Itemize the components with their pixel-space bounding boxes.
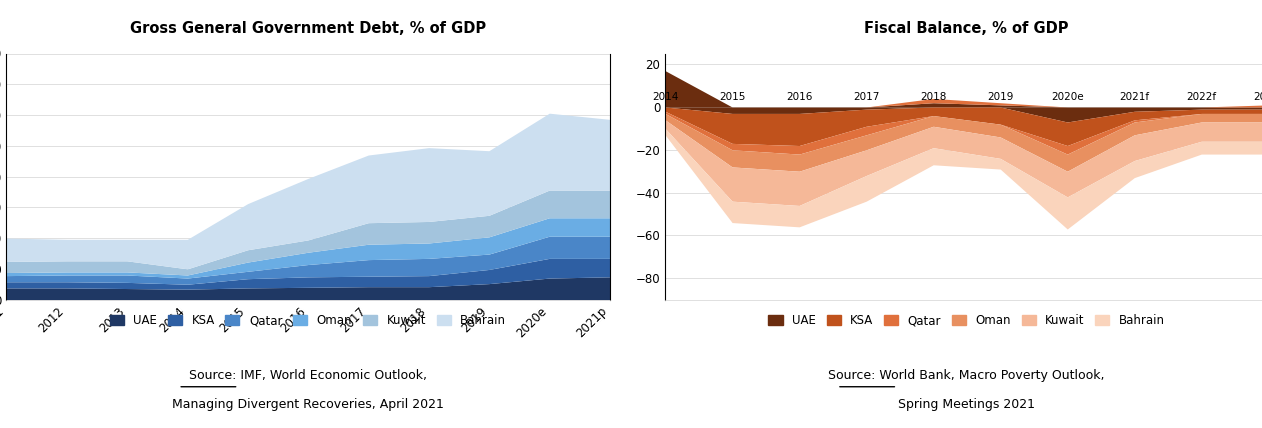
Text: Fiscal Balance, % of GDP: Fiscal Balance, % of GDP bbox=[864, 21, 1069, 36]
Legend: UAE, KSA, Qatar, Oman, Kuwait, Bahrain: UAE, KSA, Qatar, Oman, Kuwait, Bahrain bbox=[110, 314, 506, 327]
Text: Spring Meetings 2021: Spring Meetings 2021 bbox=[899, 398, 1035, 411]
Text: 2021f: 2021f bbox=[1119, 92, 1150, 102]
Text: Source: World Bank, Macro Poverty Outlook,: Source: World Bank, Macro Poverty Outloo… bbox=[828, 369, 1106, 383]
Text: Source: IMF, World Economic Outlook,: Source: IMF, World Economic Outlook, bbox=[189, 369, 427, 383]
Text: 2023f: 2023f bbox=[1253, 92, 1262, 102]
Text: 2015: 2015 bbox=[719, 92, 746, 102]
Text: 2019: 2019 bbox=[987, 92, 1013, 102]
Text: 2018: 2018 bbox=[920, 92, 946, 102]
Text: 2022f: 2022f bbox=[1186, 92, 1217, 102]
Legend: UAE, KSA, Qatar, Oman, Kuwait, Bahrain: UAE, KSA, Qatar, Oman, Kuwait, Bahrain bbox=[769, 314, 1165, 327]
Text: Gross General Government Debt, % of GDP: Gross General Government Debt, % of GDP bbox=[130, 21, 486, 36]
Text: 2020e: 2020e bbox=[1051, 92, 1084, 102]
Text: 2014: 2014 bbox=[652, 92, 678, 102]
Text: Managing Divergent Recoveries, April 2021: Managing Divergent Recoveries, April 202… bbox=[172, 398, 444, 411]
Text: 2017: 2017 bbox=[853, 92, 880, 102]
Text: 2016: 2016 bbox=[786, 92, 813, 102]
